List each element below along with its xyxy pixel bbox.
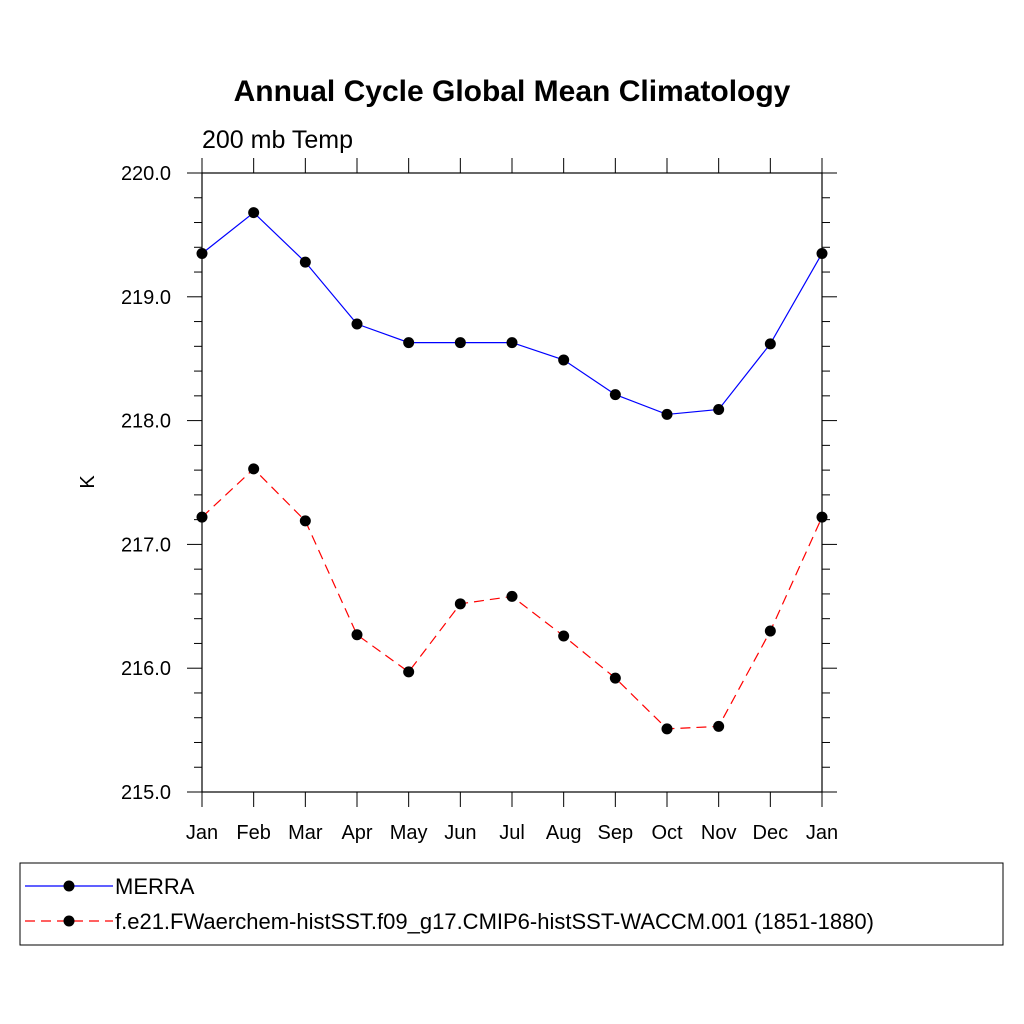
- axes: Jan Feb Mar Apr May Jun Jul Aug Sep Oct Nov Dec Jan 2…: [121, 158, 838, 844]
- legend-marker: [63, 915, 75, 927]
- series-layer: [196, 207, 828, 735]
- legend-entry: MERRA: [115, 874, 195, 899]
- x-tick-label: Oct: [651, 822, 683, 844]
- series-2: [196, 463, 828, 735]
- data-point: [454, 598, 466, 610]
- data-point: [558, 630, 570, 642]
- x-tick-label: Nov: [701, 822, 737, 844]
- chart-title: Annual Cycle Global Mean Climatology: [234, 75, 791, 108]
- data-point: [196, 511, 208, 523]
- data-point: [713, 403, 725, 415]
- data-point: [248, 207, 260, 219]
- data-point: [609, 672, 621, 684]
- x-tick-label: Jan: [186, 822, 218, 844]
- x-tick-label: Dec: [753, 822, 789, 844]
- data-point: [299, 515, 311, 527]
- x-tick-label: Mar: [288, 822, 323, 844]
- legend-box: [19, 862, 1004, 946]
- x-tick-label: Aug: [546, 822, 582, 844]
- x-tick-label: Jun: [444, 822, 476, 844]
- y-tick-label: 220.0: [121, 163, 171, 185]
- data-point: [764, 625, 776, 637]
- y-tick-label: 216.0: [121, 658, 171, 680]
- data-point: [299, 256, 311, 268]
- y-tick-label: 215.0: [121, 782, 171, 804]
- series-1: [196, 207, 828, 420]
- legend-entry: f.e21.FWaerchem-histSST.f09_g17.CMIP6-hi…: [115, 909, 874, 934]
- data-point: [506, 590, 518, 602]
- data-point: [196, 247, 208, 259]
- data-point: [351, 318, 363, 330]
- data-point: [764, 338, 776, 350]
- y-axis-label: K: [77, 475, 99, 489]
- x-tick-label: Feb: [236, 822, 270, 844]
- data-point: [248, 463, 260, 475]
- data-point: [454, 337, 466, 349]
- series-line: [201, 211, 823, 416]
- data-point: [661, 723, 673, 735]
- x-tick-label: Apr: [341, 822, 372, 844]
- data-point: [661, 408, 673, 420]
- data-point: [506, 337, 518, 349]
- y-tick-label: 219.0: [121, 287, 171, 309]
- plot-frame: [201, 172, 823, 793]
- data-point: [816, 247, 828, 259]
- x-tick-label: May: [390, 822, 428, 844]
- y-tick-label: 218.0: [121, 411, 171, 433]
- data-point: [351, 629, 363, 641]
- legend: MERRA f.e21.FWaerchem-histSST.f09_g17.CMI…: [19, 862, 1004, 946]
- legend-marker: [63, 880, 75, 892]
- x-tick-label: Sep: [598, 822, 634, 844]
- chart-subtitle: 200 mb Temp: [202, 126, 353, 154]
- x-tick-label: Jan: [806, 822, 838, 844]
- data-point: [609, 389, 621, 401]
- data-point: [403, 337, 415, 349]
- x-tick-label: Jul: [499, 822, 525, 844]
- data-point: [403, 666, 415, 678]
- data-point: [713, 720, 725, 732]
- data-point: [558, 354, 570, 366]
- data-point: [816, 511, 828, 523]
- y-tick-label: 217.0: [121, 534, 171, 556]
